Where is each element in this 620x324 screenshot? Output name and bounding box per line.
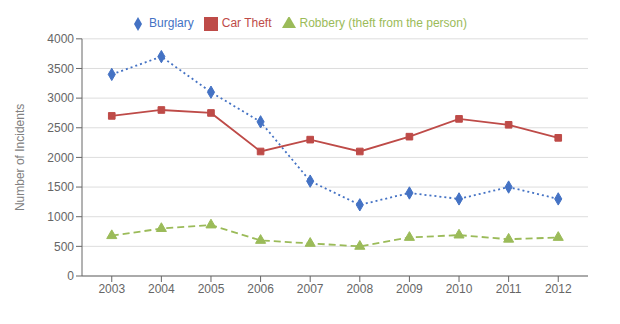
- svg-text:500: 500: [54, 240, 74, 254]
- svg-text:0: 0: [67, 269, 74, 283]
- svg-text:Number of Incidents: Number of Incidents: [13, 104, 27, 211]
- html-text:Car Theft: Car Theft: [221, 16, 272, 30]
- svg-text:2010: 2010: [446, 282, 473, 296]
- svg-text:2500: 2500: [47, 121, 74, 135]
- svg-text:4000: 4000: [47, 32, 74, 46]
- svg-text:2012: 2012: [545, 282, 572, 296]
- svg-text:2007: 2007: [297, 282, 324, 296]
- svg-text:1500: 1500: [47, 180, 74, 194]
- svg-text:3500: 3500: [47, 62, 74, 76]
- svg-text:2008: 2008: [346, 282, 373, 296]
- svg-text:2005: 2005: [198, 282, 225, 296]
- svg-text:2011: 2011: [496, 282, 522, 296]
- svg-text:1000: 1000: [47, 210, 74, 224]
- svg-text:2006: 2006: [247, 282, 274, 296]
- svg-text:2003: 2003: [98, 282, 125, 296]
- svg-text:2004: 2004: [148, 282, 175, 296]
- svg-text:2009: 2009: [396, 282, 423, 296]
- html-text:Robbery (theft from the person: Robbery (theft from the person): [299, 16, 467, 30]
- svg-text:2000: 2000: [47, 151, 74, 165]
- html-text:Burglary: Burglary: [149, 16, 194, 30]
- svg-text:3000: 3000: [47, 91, 74, 105]
